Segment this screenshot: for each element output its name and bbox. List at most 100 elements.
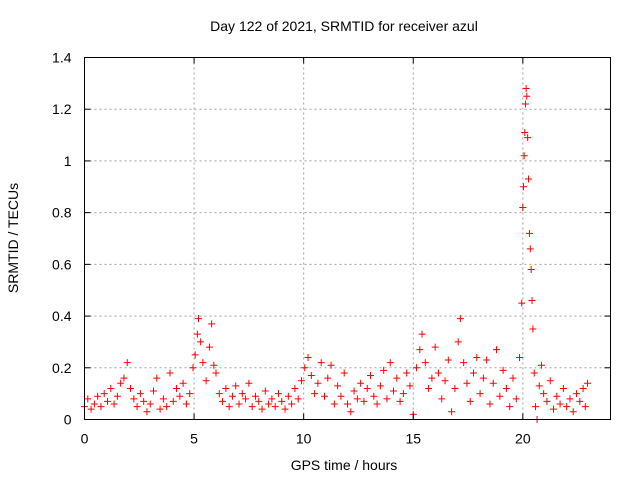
data-point [156, 405, 164, 413]
data-point [104, 397, 112, 405]
data-point [502, 384, 510, 392]
data-point [357, 379, 365, 387]
data-point [583, 379, 591, 387]
data-point [528, 297, 536, 305]
y-tick-label: 0.4 [52, 308, 72, 324]
data-point [543, 397, 551, 405]
y-tick-label: 0.2 [52, 360, 72, 376]
data-point [199, 359, 207, 367]
data-point [529, 325, 537, 333]
data-point [327, 361, 335, 369]
data-points [81, 85, 591, 423]
data-point [370, 392, 378, 400]
x-tick-label: 10 [296, 431, 312, 447]
data-point [524, 134, 532, 142]
data-point [330, 400, 338, 408]
data-point [166, 369, 174, 377]
data-point [194, 315, 202, 323]
data-point [173, 384, 181, 392]
data-point [153, 374, 161, 382]
data-point [255, 397, 263, 405]
data-point [434, 369, 442, 377]
data-point [441, 377, 449, 385]
data-point [235, 400, 243, 408]
data-point [232, 382, 240, 390]
data-point [496, 392, 504, 400]
data-point [261, 387, 269, 395]
data-point [581, 403, 589, 411]
data-point [383, 395, 391, 403]
data-point [460, 359, 468, 367]
y-tick-label: 0 [64, 412, 72, 428]
data-point [396, 397, 404, 405]
data-point [265, 400, 273, 408]
data-point [438, 395, 446, 403]
data-point [205, 343, 213, 351]
y-tick-label: 1 [64, 153, 72, 169]
data-point [363, 384, 371, 392]
data-point [576, 397, 584, 405]
data-point [245, 379, 253, 387]
data-point [334, 382, 342, 390]
data-point [202, 377, 210, 385]
data-point [182, 400, 190, 408]
data-point [556, 400, 564, 408]
data-point [186, 390, 194, 398]
y-axis-label: SRMTID / TECUs [5, 183, 21, 293]
data-point [191, 351, 199, 359]
x-tick-label: 5 [190, 431, 198, 447]
data-point [271, 403, 279, 411]
data-point [307, 372, 315, 380]
data-point [212, 369, 220, 377]
data-point [520, 152, 528, 160]
data-point [444, 356, 452, 364]
data-point [403, 369, 411, 377]
data-point [238, 390, 246, 398]
data-point [523, 92, 531, 100]
data-point [390, 387, 398, 395]
data-point [353, 395, 361, 403]
data-point [225, 403, 233, 411]
data-point [127, 384, 135, 392]
data-point [317, 359, 325, 367]
x-axis-label: GPS time / hours [291, 457, 398, 473]
data-point [297, 377, 305, 385]
data-point [425, 384, 433, 392]
data-point [416, 346, 424, 354]
data-point [113, 392, 121, 400]
data-point [421, 359, 429, 367]
data-point [268, 395, 276, 403]
data-point [493, 346, 501, 354]
data-point [535, 382, 543, 390]
data-point [120, 374, 128, 382]
data-point [509, 374, 517, 382]
data-point [215, 390, 223, 398]
data-point [512, 395, 520, 403]
data-point [525, 229, 533, 237]
data-point [428, 374, 436, 382]
data-point [483, 356, 491, 364]
data-point [486, 400, 494, 408]
data-point [222, 384, 230, 392]
data-point [84, 395, 92, 403]
data-point [107, 384, 115, 392]
x-tick-label: 20 [515, 431, 531, 447]
data-point [463, 379, 471, 387]
data-point [489, 379, 497, 387]
data-point [123, 359, 131, 367]
data-point [110, 400, 118, 408]
data-point [344, 400, 351, 408]
data-point [470, 369, 478, 377]
data-point [525, 175, 533, 183]
data-point [284, 392, 292, 400]
data-point [563, 403, 571, 411]
data-point [550, 405, 558, 413]
data-point [519, 183, 527, 191]
data-point [258, 405, 266, 413]
data-point [367, 372, 375, 380]
data-point [360, 397, 368, 405]
data-point [208, 320, 216, 328]
data-point [522, 85, 530, 93]
